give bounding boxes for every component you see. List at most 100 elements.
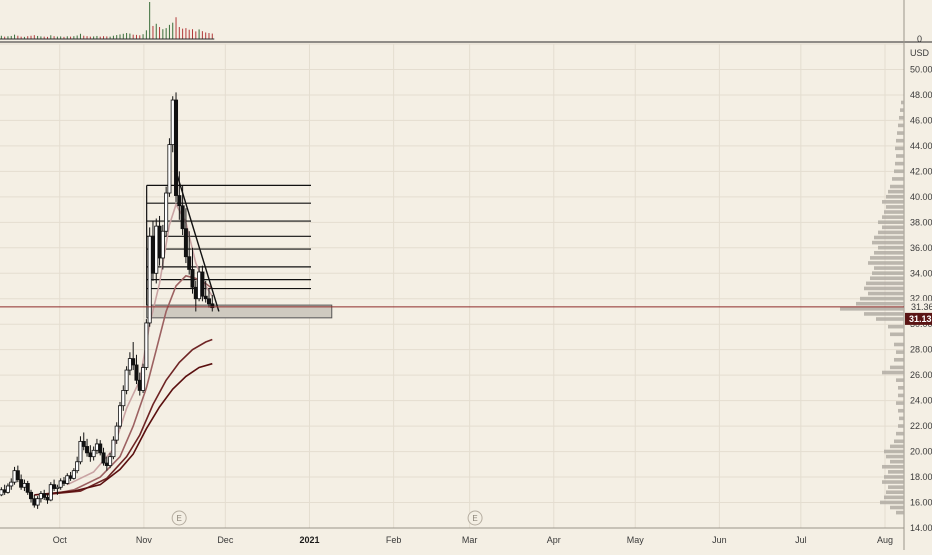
volume-profile-bar: [898, 424, 904, 428]
price-tick-label: 14.00: [910, 523, 932, 533]
time-tick-label: Jul: [795, 535, 807, 545]
price-tick-label: 48.00: [910, 90, 932, 100]
volume-bar: [112, 35, 114, 39]
volume-profile-bar: [856, 301, 904, 306]
candle: [29, 489, 34, 503]
volume-bar: [93, 36, 95, 39]
volume-bars: [0, 2, 213, 39]
price-tick-label: 40.00: [910, 192, 932, 202]
volume-profile-bar: [882, 480, 904, 484]
volume-bar: [122, 33, 124, 39]
time-tick-label: Jun: [712, 535, 727, 545]
volume-profile-bar: [890, 444, 904, 449]
candle-body: [150, 235, 155, 274]
volume-profile-bar: [864, 312, 904, 316]
time-tick-label: May: [627, 535, 645, 545]
volume-bar: [119, 34, 121, 39]
candle-body: [134, 364, 139, 381]
moving-average-line: [34, 362, 213, 496]
volume-profile-bar: [864, 286, 904, 291]
candle: [15, 465, 20, 483]
price-tick-label: 28.00: [910, 345, 932, 355]
candle: [12, 466, 17, 485]
support-zone: [146, 304, 333, 319]
last-price-text: 31.36: [911, 302, 932, 312]
candle-body: [88, 452, 93, 458]
candle: [167, 138, 172, 197]
volume-bar: [14, 34, 16, 39]
volume-bar: [79, 33, 81, 39]
volume-profile-bar: [866, 281, 904, 286]
volume-profile-bar: [895, 161, 904, 166]
volume-bar: [198, 29, 200, 39]
candle: [170, 96, 175, 153]
currency-label: USD: [910, 48, 930, 58]
candle: [157, 215, 162, 266]
volume-profile: [840, 100, 904, 515]
candle-body: [81, 440, 86, 447]
volume-profile-bar: [886, 490, 904, 495]
candle: [187, 231, 192, 275]
volume-profile-bar: [884, 475, 904, 479]
candle-body: [15, 470, 20, 480]
candle-body: [48, 484, 53, 501]
candle: [48, 482, 53, 502]
volume-bar: [17, 35, 19, 39]
volume-bar: [27, 36, 29, 39]
candle-body: [55, 486, 60, 489]
candle: [78, 436, 83, 465]
volume-profile-bar: [870, 276, 904, 281]
volume-bar: [192, 29, 194, 39]
candle-body: [38, 493, 43, 500]
candle-body: [78, 440, 83, 463]
candle-body: [35, 498, 40, 506]
candle: [35, 496, 40, 509]
volume-bar: [129, 33, 131, 39]
candle-body: [91, 449, 96, 458]
candle-body: [127, 358, 132, 371]
volume-profile-bar: [884, 495, 904, 500]
volume-bar: [165, 28, 167, 39]
candle: [52, 479, 57, 492]
candle-body: [61, 480, 66, 484]
candle: [85, 438, 90, 457]
candle-body: [19, 479, 24, 488]
volume-bar: [43, 36, 45, 39]
candle-body: [12, 470, 17, 483]
volume-profile-bar: [868, 261, 904, 265]
earnings-marker: E: [171, 510, 187, 526]
candle: [190, 247, 195, 294]
volume-bar: [195, 31, 197, 39]
price-tick-label: 22.00: [910, 421, 932, 431]
volume-bar: [201, 31, 203, 39]
volume-bar: [168, 24, 170, 39]
volume-bar: [10, 35, 12, 39]
volume-profile-bar: [882, 370, 904, 375]
volume-profile-bar: [860, 296, 904, 301]
candle: [177, 171, 182, 220]
volume-bar: [205, 32, 207, 39]
candle-body: [131, 358, 136, 366]
volume-bar: [56, 36, 58, 39]
volume-bar: [7, 36, 9, 39]
volume-bar: [4, 36, 6, 39]
volume-profile-bar: [896, 510, 904, 515]
last-price-label-bg: [905, 300, 932, 313]
candle-body: [187, 256, 192, 270]
volume-bar: [96, 35, 98, 39]
price-tick-label: 20.00: [910, 447, 932, 457]
volume-bar: [37, 35, 39, 39]
volume-bar: [46, 36, 48, 39]
candle: [42, 489, 47, 500]
price-tick-label: 50.00: [910, 64, 932, 74]
volume-bar: [109, 36, 111, 39]
volume-bar: [0, 35, 2, 39]
volume-profile-bar: [880, 500, 904, 505]
volume-bar: [132, 34, 134, 39]
volume-profile-bar: [868, 291, 904, 296]
candle: [22, 479, 27, 492]
candle: [32, 494, 37, 508]
volume-bar: [73, 36, 75, 39]
